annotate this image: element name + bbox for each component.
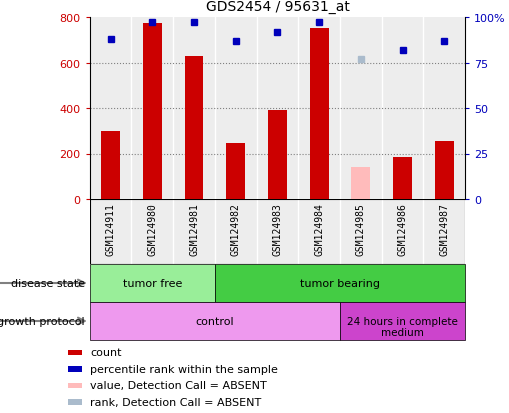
Text: growth protocol: growth protocol — [0, 316, 84, 326]
Bar — [173, 199, 214, 264]
Bar — [143, 24, 161, 199]
Bar — [340, 199, 381, 264]
Bar — [340, 302, 464, 340]
Bar — [268, 111, 286, 199]
Text: GSM124985: GSM124985 — [355, 203, 365, 256]
Bar — [340, 18, 381, 199]
Bar — [131, 18, 173, 199]
Bar — [68, 383, 82, 388]
Bar — [309, 29, 328, 199]
Text: percentile rank within the sample: percentile rank within the sample — [90, 364, 277, 374]
Bar — [90, 264, 214, 302]
Bar — [101, 131, 120, 199]
Bar — [351, 168, 370, 199]
Bar — [68, 399, 82, 405]
Text: GSM124986: GSM124986 — [397, 203, 407, 256]
Text: 24 hours in complete
medium: 24 hours in complete medium — [347, 316, 457, 338]
Text: control: control — [195, 316, 234, 326]
Bar — [298, 18, 340, 199]
Bar — [422, 199, 464, 264]
Bar — [381, 199, 422, 264]
Text: GSM124981: GSM124981 — [189, 203, 199, 256]
Title: GDS2454 / 95631_at: GDS2454 / 95631_at — [205, 0, 349, 14]
Text: value, Detection Call = ABSENT: value, Detection Call = ABSENT — [90, 380, 267, 391]
Bar — [256, 199, 298, 264]
Text: tumor bearing: tumor bearing — [299, 278, 379, 288]
Bar — [90, 199, 131, 264]
Bar — [392, 157, 411, 199]
Bar — [214, 18, 256, 199]
Bar — [256, 18, 298, 199]
Bar — [214, 199, 256, 264]
Bar — [381, 18, 422, 199]
Bar — [90, 302, 340, 340]
Bar — [131, 199, 173, 264]
Bar — [68, 366, 82, 372]
Text: count: count — [90, 348, 122, 358]
Bar — [90, 18, 131, 199]
Text: disease state: disease state — [11, 278, 84, 288]
Text: GSM124984: GSM124984 — [314, 203, 324, 256]
Text: tumor free: tumor free — [122, 278, 182, 288]
Text: GSM124980: GSM124980 — [147, 203, 157, 256]
Bar — [68, 350, 82, 355]
Bar — [298, 199, 340, 264]
Text: rank, Detection Call = ABSENT: rank, Detection Call = ABSENT — [90, 397, 261, 407]
Text: GSM124911: GSM124911 — [105, 203, 116, 256]
Bar — [226, 144, 245, 199]
Text: GSM124982: GSM124982 — [230, 203, 240, 256]
Text: GSM124983: GSM124983 — [272, 203, 282, 256]
Bar — [434, 142, 453, 199]
Bar — [184, 57, 203, 199]
Text: GSM124987: GSM124987 — [438, 203, 448, 256]
Bar — [173, 18, 214, 199]
Bar — [214, 264, 464, 302]
Bar — [422, 18, 464, 199]
